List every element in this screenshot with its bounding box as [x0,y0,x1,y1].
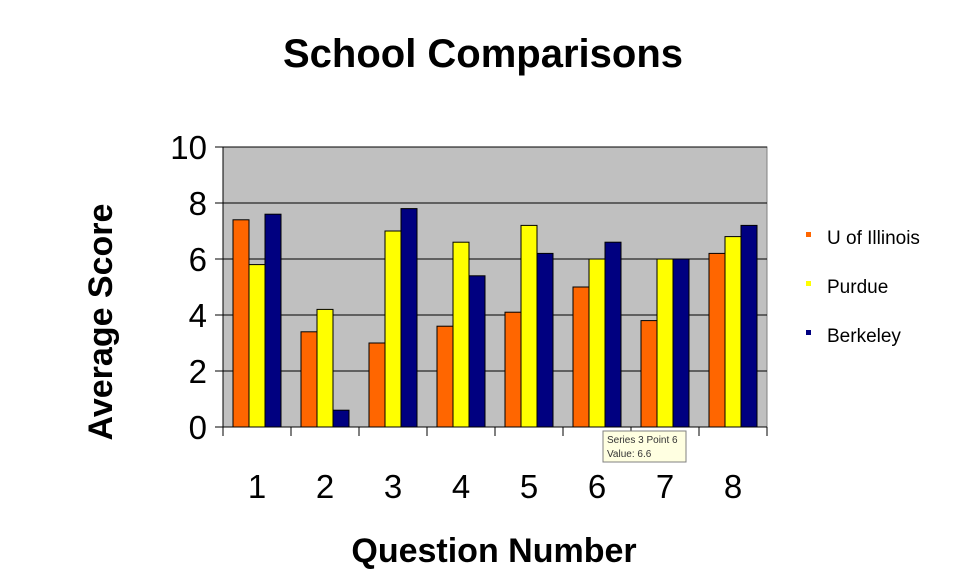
y-tick-label: 0 [189,409,207,446]
bar-u-of-illinois-q5[interactable] [504,311,522,428]
y-tick-label: 6 [189,241,207,278]
x-tick-label: 7 [656,468,674,505]
bar-purdue-q7[interactable] [656,258,674,428]
bar-berkeley-q8[interactable] [740,224,758,428]
bar-berkeley-q2[interactable] [332,409,350,428]
tooltip: Series 3 Point 6 Value: 6.6 [602,430,687,463]
legend-marker [806,232,811,237]
bar-u-of-illinois-q3[interactable] [368,342,386,428]
bar-berkeley-q1[interactable] [264,213,282,428]
legend-marker [806,281,811,286]
y-tick-labels: 0 2 4 6 8 10 [170,129,207,446]
x-tick-label: 8 [724,468,742,505]
chart-title: School Comparisons [283,32,683,76]
bar-u-of-illinois-q4[interactable] [436,325,454,428]
bar-u-of-illinois-q2[interactable] [300,331,318,428]
bar-berkeley-q3[interactable] [400,208,418,428]
y-tick-label: 4 [189,297,207,334]
bar-berkeley-q7[interactable] [672,258,690,428]
bar-berkeley-q5[interactable] [536,252,554,428]
bar-purdue-q4[interactable] [452,241,470,428]
bar-purdue-q1[interactable] [248,264,266,428]
x-tick-label: 5 [520,468,538,505]
x-tick-label: 2 [316,468,334,505]
bar-purdue-q2[interactable] [316,308,334,428]
axes [215,146,768,436]
y-tick-label: 2 [189,353,207,390]
x-tick-label: 3 [384,468,402,505]
bar-berkeley-q6[interactable] [604,241,622,428]
x-tick-label: 4 [452,468,470,505]
tooltip-box [602,430,687,463]
bar-u-of-illinois-q6[interactable] [572,286,590,428]
bar-u-of-illinois-q1[interactable] [232,219,250,428]
legend-label: U of Illinois [827,228,920,249]
legend-box [790,206,962,376]
legend-marker [806,330,811,335]
y-axis-label: Average Score [82,204,120,441]
bar-purdue-q3[interactable] [384,230,402,428]
tooltip-line-1: Series 3 Point 6 [607,435,678,446]
bar-purdue-q6[interactable] [588,258,606,428]
legend-label: Purdue [827,277,888,298]
x-tick-label: 6 [588,468,606,505]
plot-area [215,146,768,436]
x-tick-label: 1 [248,468,266,505]
bar-purdue-q5[interactable] [520,224,538,428]
bars[interactable] [232,208,758,428]
x-axis-label: Question Number [351,532,636,570]
bar-u-of-illinois-q8[interactable] [708,252,726,428]
bar-purdue-q8[interactable] [724,236,742,428]
tooltip-line-2: Value: 6.6 [607,449,652,460]
bar-u-of-illinois-q7[interactable] [640,320,658,428]
legend-label: Berkeley [827,326,901,347]
y-tick-label: 10 [170,129,207,166]
legend[interactable]: U of Illinois Purdue Berkeley [790,206,962,376]
x-tick-labels: 1 2 3 4 5 6 7 8 [248,468,742,505]
y-tick-label: 8 [189,185,207,222]
bar-berkeley-q4[interactable] [468,275,486,428]
